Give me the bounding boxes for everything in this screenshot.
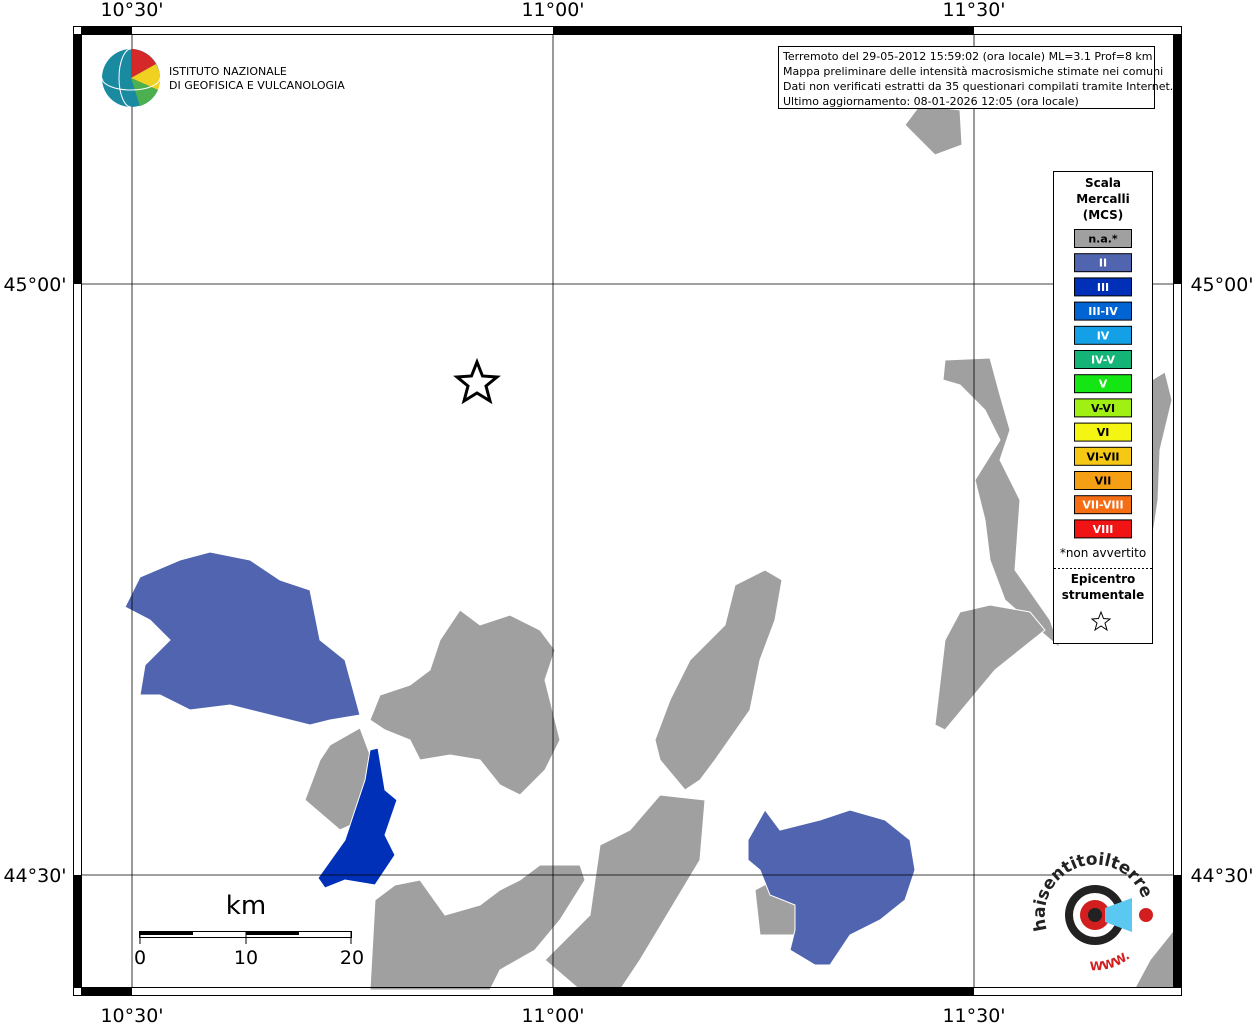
badge-www: WWW. [1090,949,1133,974]
legend-swatch [1074,446,1132,466]
frame-band [73,34,81,284]
legend-label: III [1097,281,1109,294]
scale-segment [246,932,299,935]
legend-label: n.a.* [1088,233,1118,246]
scale-unit: km [226,891,266,921]
legend-label: VII [1095,475,1112,488]
legend-swatch [1074,253,1132,273]
legend-label: VIII [1093,523,1114,536]
legend: Scala Mercalli (MCS) *non avvertito Epic… [1053,171,1153,644]
municipality [1151,371,1173,541]
municipality [942,357,1062,650]
legend-epicenter: Epicentro [1071,572,1136,586]
legend-title: Mercalli [1076,192,1130,206]
legend-swatch [1074,519,1132,539]
legend-label: VI [1097,426,1110,439]
scale-bar: km 0 10 20 [134,891,364,969]
latitude-label: 44°30' [1190,865,1253,887]
legend-label: V-VI [1091,402,1115,415]
frame-band [81,26,132,34]
scale-label: 0 [134,947,146,969]
municipality [369,609,561,796]
badge-ring [1088,908,1102,922]
legend-label: VII-VIII [1082,499,1123,512]
scale-segment [140,932,193,935]
info-line: Mappa preliminare delle intensità macros… [783,65,1163,78]
legend-label: V [1099,378,1108,391]
legend-swatch [1074,325,1132,345]
legend-title: Scala [1085,176,1121,190]
legend-title: (MCS) [1083,208,1124,222]
badge-dot [1139,908,1153,922]
info-frame [778,46,1155,109]
legend-swatch [1074,495,1132,515]
frame-band [553,988,974,996]
longitude-label: 10°30' [100,1005,163,1024]
frame-band [1174,34,1182,284]
graticule [81,34,1174,988]
legend-swatch [1074,301,1132,321]
legend-label: VI-VII [1086,450,1119,463]
frame-band [1174,875,1182,988]
municipality [124,551,361,726]
latitude-label: 45°00' [1190,274,1253,296]
logo-lines [101,48,161,108]
frame-band [73,875,81,988]
badge-beam [1105,898,1132,932]
legend-swatch [1074,422,1132,442]
municipality [747,809,916,966]
latitude-label: 44°30' [3,865,66,887]
frame-band [553,26,974,34]
legend-label: III-IV [1088,305,1118,318]
logo-text: ISTITUTO NAZIONALE [169,65,287,78]
legend-swatch [1074,229,1132,248]
legend-swatch [1074,471,1132,490]
logo-segment [131,78,158,106]
municipality [934,604,1046,731]
scale-label: 10 [234,947,258,969]
municipality [369,864,586,991]
legend-swatch [1074,350,1132,369]
legend-star [1090,610,1112,632]
municipalities [124,104,1175,991]
epicenter [453,357,501,405]
latitude-label: 45°00' [3,274,66,296]
badge-www-path: WWW. [1090,949,1133,974]
municipality [904,104,963,156]
info-line: Ultimo aggiornamento: 08-01-2026 12:05 (… [783,95,1079,108]
legend-note: *non avvertito [1060,546,1146,560]
logo-text: DI GEOFISICA E VULCANOLOGIA [169,79,345,92]
frame-inner [81,34,1174,988]
legend-label: II [1099,257,1107,270]
legend-label: IV-V [1091,354,1116,367]
legend-swatch [1074,398,1132,418]
municipality [317,747,398,889]
longitude-label: 10°30' [100,0,163,21]
legend-swatch [1074,374,1132,394]
municipality [1134,928,1175,989]
legend-label: IV [1097,329,1110,342]
frame-band [81,988,132,996]
legend-swatch [1074,277,1132,297]
longitude-label: 11°00' [521,0,584,21]
info-box: Terremoto del 29-05-2012 15:59:02 (ora l… [778,46,1173,109]
axis-labels: 10°30' 11°00' 11°30' 10°30' 11°00' 11°30… [3,0,1253,1024]
longitude-label: 11°00' [521,1005,584,1024]
municipality [654,569,783,791]
ingv-logo: ISTITUTO NAZIONALE DI GEOFISICA E VULCAN… [101,48,345,108]
scale-label: 20 [340,947,364,969]
longitude-label: 11°30' [942,1005,1005,1024]
info-line: Dati non verificati estratti da 35 quest… [783,80,1173,93]
logo-segment [131,49,156,78]
logo-segment [131,64,161,90]
frame [73,26,1182,996]
legend-epicenter: strumentale [1062,588,1145,602]
info-line: Terremoto del 29-05-2012 15:59:02 (ora l… [782,50,1153,63]
longitude-label: 11°30' [942,0,1005,21]
